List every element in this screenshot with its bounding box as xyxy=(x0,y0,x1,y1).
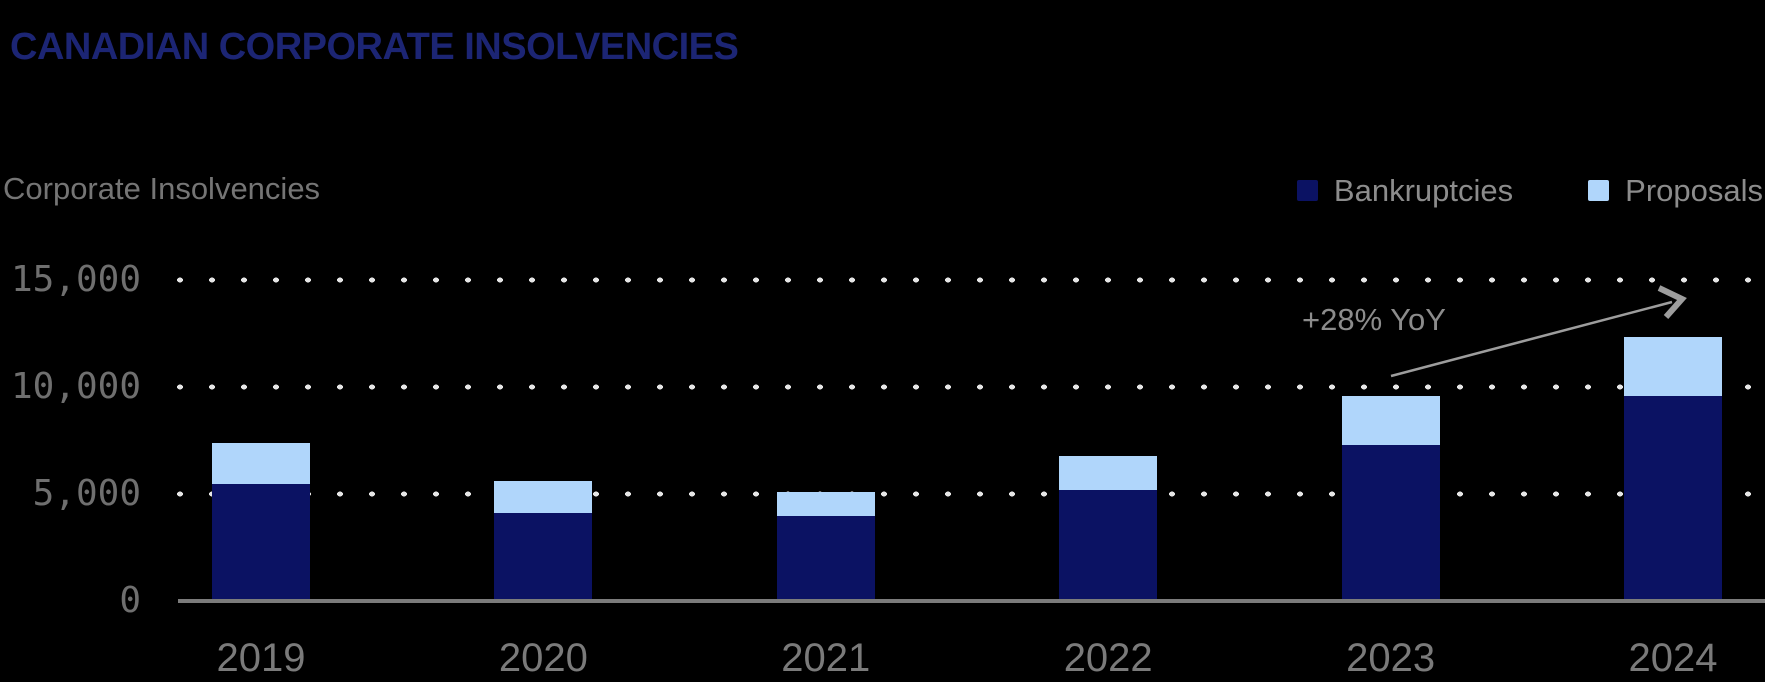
bar-segment-bankruptcies-2019 xyxy=(212,484,310,601)
bar-segment-bankruptcies-2024 xyxy=(1624,396,1722,601)
x-tick-label-2021: 2021 xyxy=(781,636,871,680)
y-tick-label: 5,000 xyxy=(32,473,141,514)
legend-label: Bankruptcies xyxy=(1333,172,1514,208)
bar-segment-bankruptcies-2022 xyxy=(1059,490,1158,601)
bar-segment-proposals-2019 xyxy=(212,443,310,484)
x-tick-label-2020: 2020 xyxy=(498,636,588,680)
y-tick-label: 0 xyxy=(119,580,141,621)
bar-segment-bankruptcies-2021 xyxy=(776,516,875,601)
bar-segment-proposals-2023 xyxy=(1341,396,1440,445)
bar-segment-bankruptcies-2020 xyxy=(494,513,593,601)
bar-segment-proposals-2021 xyxy=(776,492,875,516)
gridline-15000 xyxy=(164,276,1765,284)
y-tick-label: 15,000 xyxy=(10,259,141,300)
bar-segment-proposals-2024 xyxy=(1624,337,1722,396)
legend: Bankruptcies Proposals xyxy=(1296,172,1763,209)
legend-swatch-icon xyxy=(1296,180,1318,201)
page-title: CANADIAN CORPORATE INSOLVENCIES xyxy=(10,26,739,68)
x-tick-label-2024: 2024 xyxy=(1628,636,1718,680)
legend-label: Proposals xyxy=(1625,172,1763,208)
bar-segment-proposals-2020 xyxy=(494,481,593,513)
x-tick-label-2019: 2019 xyxy=(216,636,306,680)
legend-swatch-icon xyxy=(1588,180,1610,201)
bar-segment-proposals-2022 xyxy=(1059,456,1158,490)
bar-segment-bankruptcies-2023 xyxy=(1341,445,1440,601)
legend-item-bankruptcies: Bankruptcies xyxy=(1296,172,1514,209)
gridline-5000 xyxy=(164,490,1765,498)
x-tick-label-2023: 2023 xyxy=(1346,636,1436,680)
x-axis-line xyxy=(178,599,1765,603)
x-tick-label-2022: 2022 xyxy=(1063,636,1153,680)
legend-item-proposals: Proposals xyxy=(1588,173,1763,209)
chart-subtitle: Corporate Insolvencies xyxy=(3,171,321,206)
gridline-10000 xyxy=(164,383,1765,391)
annotation-label: +28% YoY xyxy=(1302,302,1446,337)
y-tick-label: 10,000 xyxy=(10,366,141,407)
